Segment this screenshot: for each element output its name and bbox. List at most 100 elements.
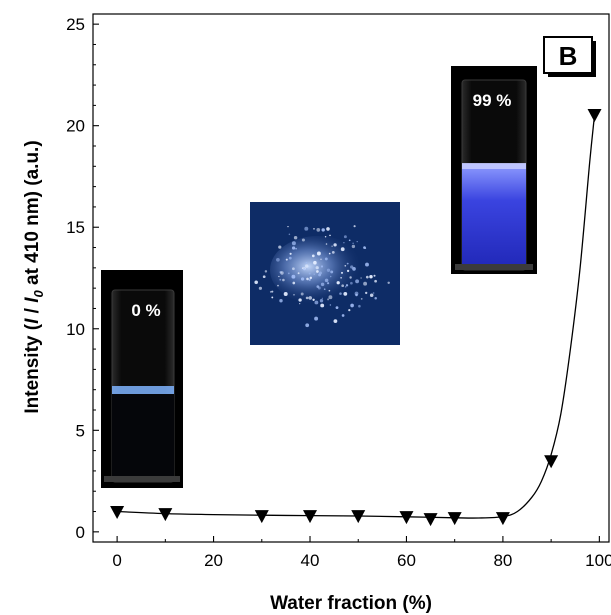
- particle-speck: [387, 281, 390, 285]
- particle-speck: [313, 273, 315, 275]
- particle-speck: [320, 303, 325, 308]
- particle-speck: [264, 270, 268, 273]
- particle-specks: [254, 225, 390, 328]
- particle-speck: [363, 281, 368, 286]
- particle-speck: [289, 252, 292, 255]
- particle-speck: [336, 281, 340, 285]
- particle-speck: [308, 296, 313, 300]
- particle-speck: [335, 306, 339, 310]
- particle-speck: [282, 278, 285, 282]
- particle-speck: [350, 281, 353, 285]
- particle-speck: [305, 323, 310, 328]
- particle-speck: [316, 285, 320, 288]
- particle-speck: [277, 284, 279, 287]
- particle-speck: [333, 319, 338, 323]
- svg-text:B: B: [559, 41, 578, 71]
- particle-speck: [327, 298, 330, 301]
- particle-speck: [313, 228, 315, 230]
- particle-speck: [374, 297, 377, 300]
- particle-speck: [329, 234, 331, 237]
- particle-speck: [308, 278, 311, 281]
- particle-speck: [325, 243, 328, 245]
- y-tick-label: 20: [66, 117, 85, 136]
- particle-speck: [320, 265, 324, 268]
- particle-speck: [340, 247, 345, 252]
- particle-speck: [295, 247, 297, 250]
- particle-speck: [316, 251, 321, 256]
- data-point: [158, 508, 173, 522]
- particle-speck: [363, 246, 366, 249]
- particle-speck: [288, 233, 291, 236]
- particle-speck: [351, 244, 356, 249]
- x-tick-label: 20: [204, 551, 223, 570]
- particle-speck: [345, 286, 347, 288]
- particle-speck: [292, 267, 295, 271]
- particle-speck: [328, 289, 331, 292]
- particle-speck: [321, 297, 323, 299]
- data-point: [423, 513, 438, 527]
- x-tick-label: 80: [493, 551, 512, 570]
- particle-speck: [331, 251, 335, 254]
- particle-speck: [302, 268, 306, 271]
- y-axis: 0 5 10 15 20 25: [66, 15, 99, 542]
- particle-speck: [291, 241, 296, 246]
- particle-speck: [280, 271, 284, 275]
- inset-vial-0-percent: 0 %: [101, 270, 183, 488]
- inset-particle-photo: [250, 202, 400, 345]
- particle-speck: [352, 267, 356, 271]
- particle-speck: [293, 235, 298, 240]
- particle-speck: [350, 303, 354, 308]
- particle-speck: [309, 276, 313, 280]
- particle-speck: [297, 272, 300, 275]
- particle-speck: [358, 304, 361, 308]
- x-tick-label: 0: [112, 551, 121, 570]
- particle-speck: [343, 242, 345, 244]
- x-axis-title: Water fraction (%): [270, 593, 432, 614]
- particle-speck: [346, 262, 349, 265]
- particle-speck: [356, 240, 358, 243]
- particle-speck: [278, 275, 280, 278]
- particle-speck: [369, 293, 374, 297]
- particle-speck: [360, 298, 363, 300]
- particle-speck: [305, 264, 309, 268]
- particle-speck: [315, 266, 319, 270]
- particle-speck: [345, 284, 349, 287]
- data-point: [254, 510, 269, 524]
- x-axis: 0 20 40 60 80 100: [112, 536, 611, 570]
- particle-speck: [320, 258, 322, 260]
- particle-speck: [305, 262, 307, 264]
- particle-speck: [343, 235, 347, 239]
- particle-speck: [312, 298, 315, 301]
- particle-speck: [321, 228, 325, 232]
- plot-frame: [92, 13, 610, 543]
- particle-speck: [369, 274, 373, 279]
- particle-speck: [344, 264, 347, 267]
- particle-speck: [298, 298, 302, 302]
- inset-label-99-percent: 99 %: [473, 91, 512, 110]
- particle-speck: [276, 257, 280, 262]
- particle-speck: [287, 272, 290, 275]
- data-point: [351, 510, 366, 524]
- y-axis-title: Intensity (I / I0 at 410 nm) (a.u.): [22, 140, 46, 413]
- data-point: [399, 511, 414, 525]
- particle-speck: [326, 268, 331, 272]
- particle-speck: [316, 270, 319, 273]
- particle-speck: [288, 256, 292, 260]
- particle-speck: [324, 257, 328, 261]
- particle-speck: [320, 282, 325, 287]
- particle-speck: [258, 286, 262, 290]
- particle-speck: [254, 280, 258, 285]
- particle-speck: [300, 277, 305, 281]
- particle-speck: [329, 275, 332, 278]
- particle-speck: [306, 277, 309, 281]
- particle-speck: [323, 288, 326, 291]
- particle-speck: [271, 290, 274, 293]
- x-tick-label: 60: [397, 551, 416, 570]
- inset-label-0-percent: 0 %: [131, 301, 160, 320]
- particle-speck: [355, 293, 358, 297]
- particle-speck: [271, 296, 274, 299]
- data-point: [447, 512, 462, 526]
- particle-speck: [350, 265, 354, 269]
- particle-speck: [326, 227, 330, 231]
